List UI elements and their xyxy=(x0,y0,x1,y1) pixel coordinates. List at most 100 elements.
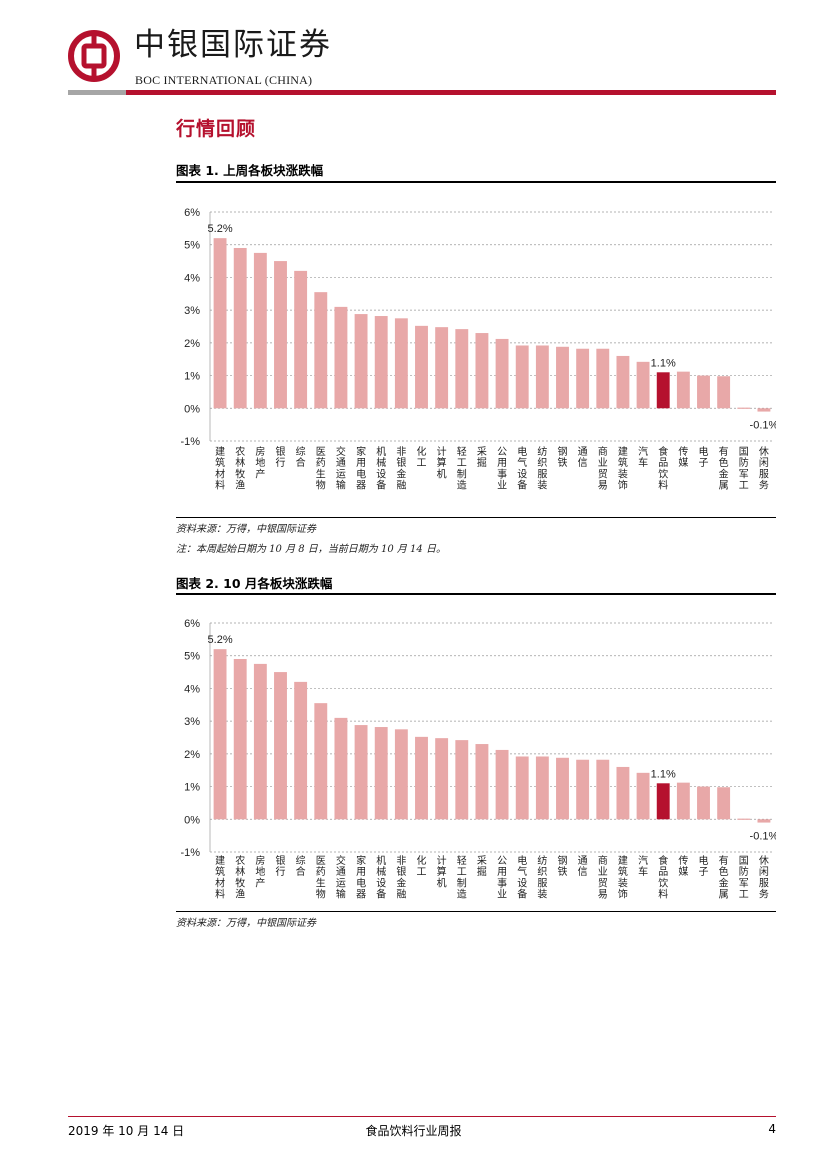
chart-1-category-label: 电 xyxy=(517,854,527,867)
chart-1-category-label: 事 xyxy=(497,876,507,889)
chart-1-category-label: 军 xyxy=(739,877,749,889)
chart-1-bar xyxy=(596,759,610,820)
chart-1-category-label: 休 xyxy=(759,855,769,867)
chart-1-category-label: 工 xyxy=(739,890,749,901)
chart-0-data-label: -0.1% xyxy=(750,419,776,431)
chart-0-category-label: 工 xyxy=(739,481,749,492)
chart-1-category-label: 农 xyxy=(235,854,245,867)
chart-0-category-label: 属 xyxy=(719,480,729,492)
chart-1-category-label: 传 xyxy=(678,855,688,867)
chart-1-category-label: 料 xyxy=(215,888,225,901)
chart-1-category-label: 生 xyxy=(316,876,326,889)
chart-0-category-label: 饮 xyxy=(658,467,668,480)
chart-1-category-label: 金 xyxy=(396,876,406,889)
chart-1-category-label: 电 xyxy=(356,876,366,889)
chart-0-category-label: 用 xyxy=(356,458,366,469)
chart-0-bar xyxy=(676,371,690,409)
chart-1-bar xyxy=(636,772,650,820)
chart-0-category-label: 通 xyxy=(578,446,588,458)
chart-0-category-label: 生 xyxy=(316,467,326,480)
chart-1-bar xyxy=(213,649,227,820)
figure-1-title: 图表 1. 上周各板块涨跌幅 xyxy=(176,163,324,178)
chart-1-category-label: 化 xyxy=(417,854,427,867)
chart-1-category-label: 地 xyxy=(255,865,265,878)
chart-0-category-label: 非 xyxy=(396,446,406,458)
chart-0-bar xyxy=(354,314,368,409)
footer-report-title: 食品饮料行业周报 xyxy=(365,1124,462,1138)
chart-0-category-label: 金 xyxy=(719,467,729,480)
chart-0-data-label: 1.1% xyxy=(651,357,676,369)
chart-1-category-label: 建 xyxy=(618,854,628,867)
figure-1-bar-chart: -1%0%1%2%3%4%5%6%建筑材料农林牧渔房地产银行综合医药生物交通运输… xyxy=(180,207,776,492)
chart-0-category-label: 算 xyxy=(437,456,447,469)
chart-1-ytick-label: 1% xyxy=(184,782,200,794)
chart-1-category-label: 气 xyxy=(517,865,527,878)
chart-1-category-label: 银 xyxy=(396,865,406,878)
chart-0-category-label: 装 xyxy=(618,467,628,480)
chart-1-category-label: 汽 xyxy=(638,854,648,867)
chart-1-category-label: 银 xyxy=(276,854,286,867)
chart-1-category-label: 服 xyxy=(537,877,547,889)
chart-0-category-label: 备 xyxy=(376,479,386,492)
chart-0-ytick-label: 3% xyxy=(184,305,200,317)
chart-0-category-label: 计 xyxy=(437,445,447,458)
chart-1-category-label: 械 xyxy=(376,865,386,878)
chart-1-category-label: 属 xyxy=(719,889,729,901)
chart-1-category-label: 装 xyxy=(537,888,547,901)
chart-1-bar xyxy=(556,757,569,820)
chart-0-bar xyxy=(374,316,388,409)
chart-1-category-label: 易 xyxy=(598,889,608,901)
chart-1-bar xyxy=(253,663,267,820)
chart-1-category-label: 食 xyxy=(658,854,668,867)
chart-0-category-label: 工 xyxy=(417,458,427,469)
chart-1-ytick-label: 5% xyxy=(184,651,200,663)
chart-0-category-label: 牧 xyxy=(235,467,245,480)
chart-1-category-label: 色 xyxy=(719,865,729,878)
chart-0-category-label: 气 xyxy=(517,456,527,469)
chart-0-category-label: 设 xyxy=(376,468,386,480)
chart-0-category-label: 合 xyxy=(296,456,306,469)
chart-0-category-label: 料 xyxy=(658,479,668,492)
chart-0-category-label: 工 xyxy=(457,458,467,469)
chart-0-ytick-label: 5% xyxy=(184,240,200,252)
chart-0-bar xyxy=(253,252,267,409)
chart-1-bar xyxy=(334,717,348,820)
chart-1-category-label: 金 xyxy=(719,876,729,889)
chart-1-category-label: 车 xyxy=(638,865,648,878)
chart-1-bar xyxy=(475,744,489,820)
chart-1-ytick-label: 0% xyxy=(184,814,200,826)
figure-2-title: 图表 2. 10 月各板块涨跌幅 xyxy=(176,576,333,591)
chart-0-category-label: 物 xyxy=(316,479,326,492)
chart-1-bar xyxy=(354,725,368,820)
chart-1-bar xyxy=(274,672,287,820)
chart-1-category-label: 铁 xyxy=(558,865,568,878)
chart-0-category-label: 汽 xyxy=(638,445,648,458)
figure-1-note: 注：本周起始日期为 10 月 8 日，当前日期为 10 月 14 日。 xyxy=(176,544,446,555)
chart-1-category-label: 备 xyxy=(376,888,386,901)
chart-1-category-label: 轻 xyxy=(457,854,467,867)
chart-0-category-label: 银 xyxy=(276,445,286,458)
chart-0-category-label: 休 xyxy=(759,446,769,458)
chart-0-category-label: 事 xyxy=(497,467,507,480)
chart-0-category-label: 融 xyxy=(396,480,406,492)
chart-1-ytick-label: 3% xyxy=(184,716,200,728)
chart-0-category-label: 材 xyxy=(215,467,225,480)
chart-0-category-label: 商 xyxy=(598,445,608,458)
chart-0-category-label: 筑 xyxy=(215,456,225,469)
chart-0-bar xyxy=(455,329,469,409)
chart-0-bar xyxy=(535,345,549,409)
boc-logo-icon xyxy=(68,30,120,82)
chart-0-category-label: 造 xyxy=(457,479,467,492)
chart-1-category-label: 品 xyxy=(658,866,668,878)
chart-0-bar xyxy=(717,376,731,409)
chart-1-bar xyxy=(495,749,509,820)
chart-0-bar xyxy=(576,348,590,409)
chart-0-category-label: 银 xyxy=(396,456,406,469)
chart-0-bar xyxy=(616,355,630,409)
chart-0-ytick-label: 6% xyxy=(184,207,200,219)
brand-name-cn: 中银国际证券 xyxy=(134,27,332,63)
chart-1-category-label: 造 xyxy=(457,888,467,901)
chart-0-bar xyxy=(475,333,489,409)
chart-0-bar xyxy=(596,348,610,409)
chart-0-ytick-label: 1% xyxy=(184,371,200,383)
